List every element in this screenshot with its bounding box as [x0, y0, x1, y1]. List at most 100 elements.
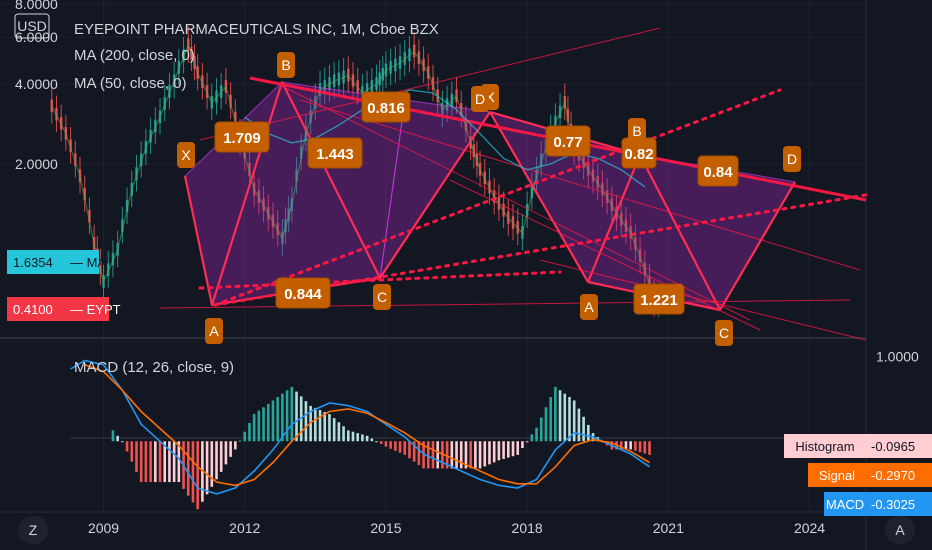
pattern-point-label: D — [787, 151, 797, 167]
macd-tag-label-box[interactable] — [784, 434, 866, 458]
candle-body — [300, 146, 303, 159]
macd-pane[interactable] — [70, 359, 866, 510]
macd-tag-label-box[interactable] — [808, 463, 866, 487]
ratio-badge[interactable] — [697, 155, 739, 187]
macd-tag-value-box[interactable] — [866, 492, 932, 516]
x-tick-label: 2009 — [88, 520, 119, 536]
macd-histogram-bar — [426, 441, 430, 469]
macd-tags[interactable]: Histogram -0.0965 Signal -0.2970 MACD -0.3025 — [784, 434, 932, 516]
price-axis[interactable]: 8.0000 6.0000 4.0000 2.0000 1.0000 — [15, 0, 919, 364]
pattern-point-X[interactable] — [177, 142, 195, 168]
pattern-point-A[interactable] — [205, 318, 223, 344]
pattern-point-label: B — [281, 57, 290, 73]
macd-tag-label: Histogram — [795, 439, 854, 454]
legend-ma200[interactable]: MA (200, close, 0) — [74, 47, 195, 64]
macd-histogram-bar — [116, 435, 119, 442]
macd-tag-value: -0.0965 — [871, 439, 915, 454]
macd-histogram-bar — [196, 441, 199, 510]
macd-histogram-bar — [530, 434, 534, 442]
price-tag-value-box[interactable] — [7, 297, 65, 321]
log-scale-icon[interactable] — [18, 516, 48, 544]
pattern-leg[interactable] — [639, 154, 721, 311]
trendline[interactable] — [279, 84, 751, 321]
chart-title: EYEPOINT PHARMACEUTICALS INC, 1M, Cboe B… — [74, 21, 439, 38]
trendline[interactable] — [449, 179, 761, 331]
currency-box[interactable] — [14, 13, 50, 39]
ratio-badge-text: 0.816 — [367, 100, 405, 117]
macd-histogram-bar — [356, 433, 359, 442]
pattern-leg[interactable] — [210, 81, 284, 306]
pattern-leg[interactable] — [183, 175, 214, 306]
ratio-badges[interactable]: 1.709 1.443 0.844 0.816 0.77 1.221 0.82 0.84 — [214, 91, 739, 315]
trendline[interactable] — [199, 27, 661, 141]
pattern-point-C[interactable] — [715, 320, 733, 346]
trendlines[interactable] — [159, 27, 868, 341]
ratio-badge[interactable] — [633, 283, 685, 315]
pattern-point-D[interactable] — [471, 86, 489, 112]
signal-line — [84, 364, 650, 487]
macd-histogram-bar — [328, 414, 331, 442]
dotted-trendline[interactable] — [213, 88, 782, 307]
candle-body — [74, 153, 77, 167]
pattern-point-label: X — [485, 89, 495, 105]
price-pane[interactable]: 1.709 1.443 0.844 0.816 0.77 1.221 0.82 0.84 X A… — [50, 26, 868, 346]
ratio-badge[interactable] — [214, 121, 270, 153]
macd-histogram-bar — [478, 441, 482, 469]
ratio-badge[interactable] — [545, 125, 591, 157]
ratio-badge-text: 1.709 — [223, 130, 261, 147]
macd-histogram-bar — [587, 424, 590, 442]
pattern-leg[interactable] — [586, 154, 642, 283]
pattern-point-C[interactable] — [373, 284, 391, 310]
candle-body — [295, 169, 298, 182]
macd-histogram-bar — [121, 441, 124, 443]
price-tags[interactable]: 1.6354 — MA 0.4100 — EYPT — [7, 250, 121, 321]
macd-histogram-bar — [135, 441, 138, 472]
macd-tag-value-box[interactable] — [866, 463, 932, 487]
pattern-leg[interactable] — [379, 111, 491, 279]
price-tag-label-box[interactable] — [65, 250, 99, 274]
dotted-trendline[interactable] — [198, 270, 562, 290]
candle-body — [83, 187, 86, 201]
macd-histogram-bar — [186, 441, 190, 496]
macd-histogram-bar — [539, 417, 543, 442]
macd-histogram-bar — [384, 441, 388, 447]
macd-tag-value: -0.2970 — [871, 468, 915, 483]
pattern-point-B[interactable] — [277, 52, 295, 78]
x-tick-label: 2015 — [370, 520, 401, 536]
candle-body — [88, 209, 91, 223]
pattern-leg[interactable] — [719, 181, 796, 311]
price-tag-label-box[interactable] — [65, 297, 109, 321]
pattern-leg[interactable] — [281, 81, 381, 279]
candle-body — [69, 139, 72, 153]
macd-tick-label: 1.0000 — [876, 348, 919, 364]
macd-histogram-bar — [431, 441, 435, 469]
time-axis[interactable]: 2009 2012 2015 2018 2021 2024 — [88, 520, 825, 536]
legend-ma50[interactable]: MA (50, close, 0) — [74, 75, 187, 92]
auto-scale-icon[interactable] — [885, 516, 915, 544]
ratio-badge[interactable] — [307, 137, 363, 169]
macd-tag-value-box[interactable] — [866, 434, 932, 458]
macd-histogram-bar — [577, 408, 581, 442]
pattern-leg[interactable] — [489, 111, 589, 283]
pattern-point-D[interactable] — [783, 146, 801, 172]
pattern-point-B[interactable] — [628, 118, 646, 144]
macd-histogram-bar — [455, 441, 458, 469]
macd-histogram-bar — [521, 441, 524, 449]
legend-macd[interactable]: MACD (12, 26, close, 9) — [74, 359, 234, 376]
trendline[interactable] — [159, 299, 851, 309]
ratio-badge-text: 0.844 — [284, 286, 322, 303]
trendline[interactable] — [539, 259, 867, 341]
macd-histogram-bar — [177, 441, 181, 483]
ratio-badge[interactable] — [275, 277, 331, 309]
pattern-point-A[interactable] — [580, 294, 598, 320]
macd-histogram-bar — [525, 441, 529, 443]
macd-histogram-bar — [318, 409, 322, 442]
macd-tag-label-box[interactable] — [824, 492, 866, 516]
price-tag-value-box[interactable] — [7, 250, 65, 274]
macd-histogram-bar — [243, 431, 247, 442]
trendline[interactable] — [299, 99, 861, 271]
ratio-badge[interactable] — [361, 91, 411, 123]
x-tick-label: 2012 — [229, 520, 260, 536]
